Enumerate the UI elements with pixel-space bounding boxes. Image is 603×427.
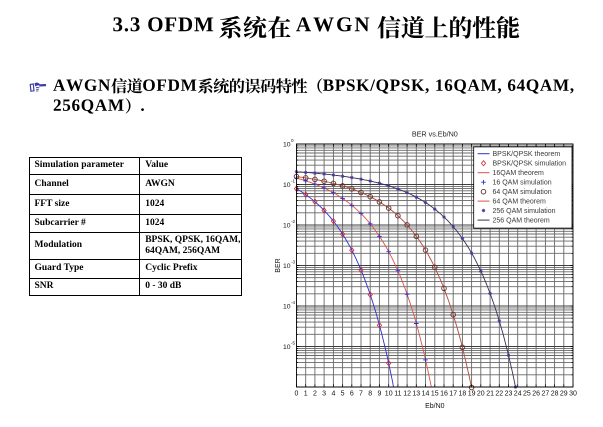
svg-text:11: 11 [394,391,401,398]
svg-text:-2: -2 [291,219,296,224]
svg-text:23: 23 [505,391,513,398]
svg-text:17: 17 [449,391,457,398]
svg-text:BPSK/QPSK theorem: BPSK/QPSK theorem [493,151,561,158]
svg-text:29: 29 [560,391,568,398]
svg-text:13: 13 [412,391,420,398]
svg-text:16QAM theorem: 16QAM theorem [493,170,545,177]
svg-text:10: 10 [283,223,291,230]
svg-text:10: 10 [283,263,291,270]
svg-text:10: 10 [283,304,291,311]
svg-text:3: 3 [322,391,326,398]
svg-text:6: 6 [350,391,354,398]
svg-text:Eb/N0: Eb/N0 [425,403,445,410]
svg-text:10: 10 [283,344,291,351]
svg-text:BER: BER [275,258,282,272]
svg-text:5: 5 [341,391,345,398]
svg-text:22: 22 [495,391,503,398]
svg-text:10: 10 [385,391,393,398]
svg-text:-1: -1 [291,179,296,184]
svg-text:14: 14 [422,391,430,398]
svg-text:0: 0 [291,138,294,143]
svg-text:-4: -4 [291,300,296,305]
svg-text:64 QAM simulation: 64 QAM simulation [493,189,552,196]
svg-text:1: 1 [304,391,308,398]
svg-text:BPSK/QPSK simulation: BPSK/QPSK simulation [493,161,567,168]
svg-text:20: 20 [477,391,485,398]
svg-text:21: 21 [486,391,494,398]
svg-text:2: 2 [313,391,317,398]
svg-text:256 QAM theorem: 256 QAM theorem [493,218,550,225]
svg-text:0: 0 [295,391,299,398]
svg-text:12: 12 [403,391,411,398]
svg-text:4: 4 [331,391,335,398]
svg-text:8: 8 [368,391,372,398]
svg-text:15: 15 [431,391,439,398]
svg-text:7: 7 [359,391,363,398]
svg-text:BER vs.Eb/N0: BER vs.Eb/N0 [412,129,458,138]
svg-text:64 QAM theorem: 64 QAM theorem [493,199,546,206]
svg-text:10: 10 [283,182,291,189]
svg-text:16: 16 [440,391,448,398]
svg-text:27: 27 [542,391,550,398]
svg-text:16 QAM simulation: 16 QAM simulation [493,180,552,187]
svg-text:28: 28 [551,391,559,398]
svg-text:10: 10 [283,142,291,149]
svg-text:19: 19 [468,391,476,398]
svg-text:-3: -3 [291,260,296,265]
svg-text:-5: -5 [291,341,296,346]
svg-text:26: 26 [532,391,540,398]
svg-text:18: 18 [459,391,467,398]
svg-text:24: 24 [514,391,522,398]
svg-text:25: 25 [523,391,531,398]
svg-text:30: 30 [569,391,577,398]
svg-text:256 QAM simulation: 256 QAM simulation [493,208,556,215]
svg-text:9: 9 [377,391,381,398]
